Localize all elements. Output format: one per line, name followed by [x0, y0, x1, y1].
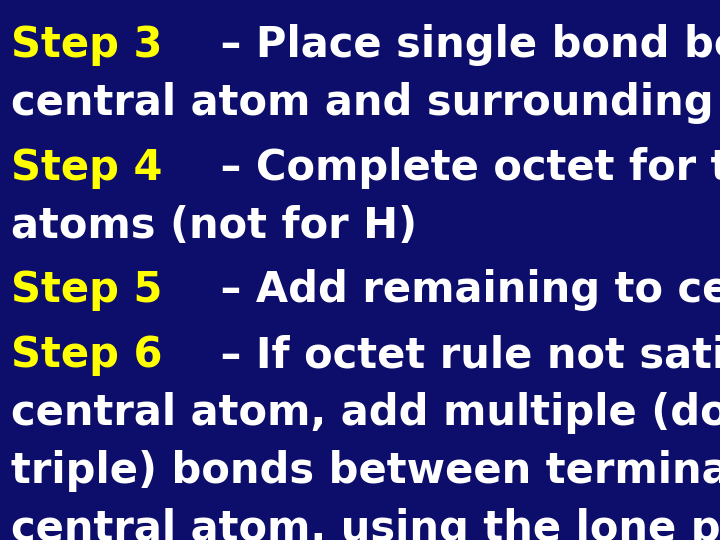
Text: atoms (not for H): atoms (not for H) [11, 205, 417, 247]
Text: Step 3: Step 3 [11, 24, 162, 66]
Text: – If octet rule not satisfied for: – If octet rule not satisfied for [207, 334, 720, 376]
Text: – Complete octet for terminal: – Complete octet for terminal [206, 147, 720, 189]
Text: central atom, add multiple (double,: central atom, add multiple (double, [11, 392, 720, 434]
Text: – Add remaining to central atom: – Add remaining to central atom [206, 269, 720, 312]
Text: Step 4: Step 4 [11, 147, 162, 189]
Text: Step 6: Step 6 [11, 334, 162, 376]
Text: Step 5: Step 5 [11, 269, 162, 312]
Text: – Place single bond between: – Place single bond between [207, 24, 720, 66]
Text: central atom, using the lone pairs from: central atom, using the lone pairs from [11, 508, 720, 540]
Text: triple) bonds between terminal and: triple) bonds between terminal and [11, 450, 720, 492]
Text: central atom and surrounding atoms: central atom and surrounding atoms [11, 82, 720, 124]
